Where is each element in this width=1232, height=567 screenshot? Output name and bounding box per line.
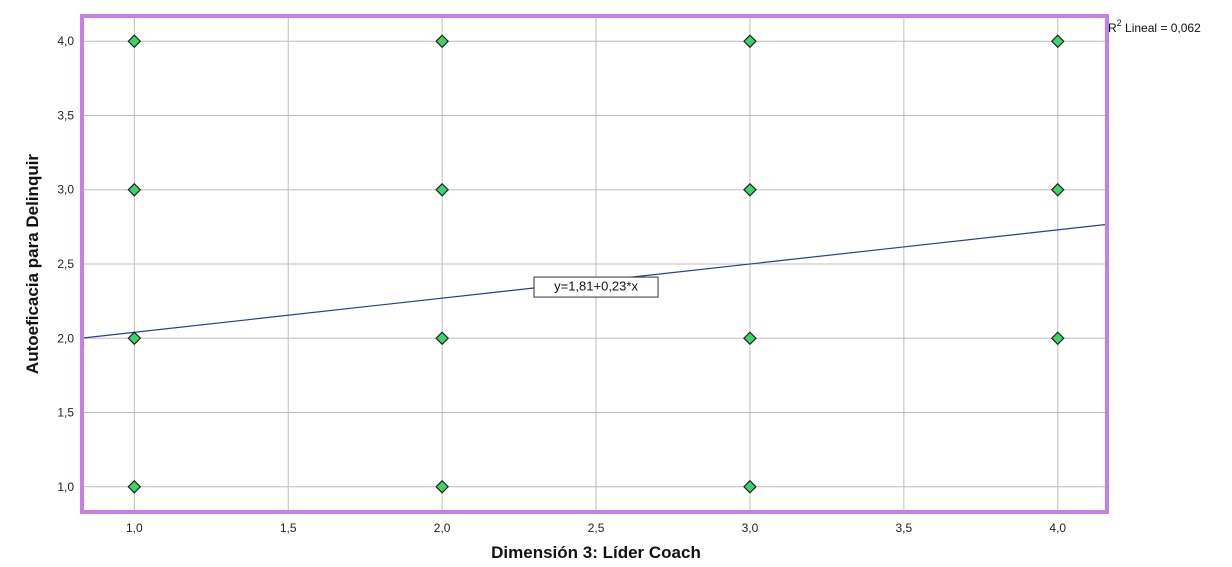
fit-equation-label: y=1,81+0,23*x bbox=[554, 279, 638, 294]
data-point bbox=[743, 182, 757, 197]
y-tick-label: 3,5 bbox=[57, 108, 74, 122]
y-tick-label: 3,0 bbox=[57, 183, 74, 197]
x-tick-label: 3,0 bbox=[742, 521, 759, 535]
y-tick-labels: 1,0 1,5 2,0 2,5 3,0 3,5 4,0 bbox=[57, 34, 74, 494]
x-tick-label: 2,5 bbox=[588, 521, 605, 535]
x-tick-label: 1,5 bbox=[280, 521, 297, 535]
data-point bbox=[1050, 331, 1065, 346]
data-point bbox=[435, 479, 449, 494]
data-point bbox=[127, 479, 142, 494]
data-point bbox=[435, 34, 449, 49]
x-axis-label: Dimensión 3: Líder Coach bbox=[491, 543, 701, 562]
grid-lines bbox=[82, 16, 1107, 512]
data-point bbox=[127, 182, 142, 197]
x-tick-label: 3,5 bbox=[896, 521, 913, 535]
data-point bbox=[127, 34, 142, 49]
y-tick-label: 1,0 bbox=[57, 480, 74, 494]
data-points bbox=[127, 34, 1065, 494]
data-point bbox=[1050, 182, 1065, 197]
plot-frame bbox=[80, 14, 1109, 514]
data-point bbox=[1050, 34, 1065, 49]
data-point bbox=[743, 34, 757, 49]
data-point bbox=[127, 331, 142, 346]
y-axis-label: Autoeficacia para Delinquir bbox=[23, 154, 42, 374]
y-tick-label: 2,0 bbox=[57, 331, 74, 345]
data-point bbox=[435, 331, 449, 346]
data-point bbox=[743, 331, 757, 346]
r2-label: R2 Lineal = 0,062 bbox=[1108, 18, 1201, 35]
y-tick-label: 1,5 bbox=[57, 406, 74, 420]
y-tick-label: 4,0 bbox=[57, 34, 74, 48]
x-tick-label: 2,0 bbox=[434, 521, 451, 535]
x-tick-labels: 1,0 1,5 2,0 2,5 3,0 3,5 4,0 bbox=[126, 521, 1066, 535]
data-point bbox=[743, 479, 757, 494]
x-tick-label: 4,0 bbox=[1049, 521, 1066, 535]
x-tick-label: 1,0 bbox=[126, 521, 143, 535]
equation-box: y=1,81+0,23*x bbox=[533, 276, 659, 298]
equation-box-frame bbox=[533, 276, 659, 298]
data-point bbox=[435, 182, 449, 197]
y-tick-label: 2,5 bbox=[57, 257, 74, 271]
